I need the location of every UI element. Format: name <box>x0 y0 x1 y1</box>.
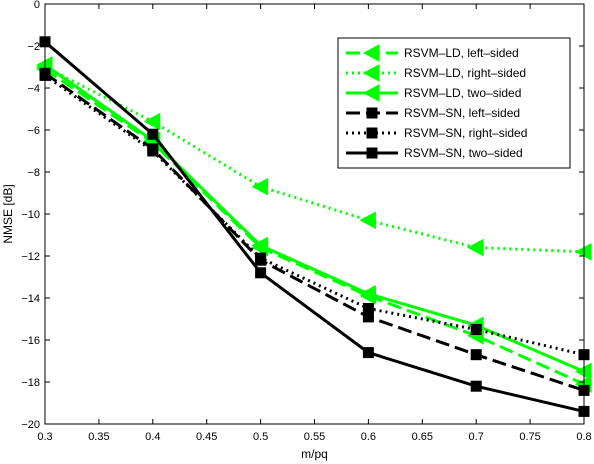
series-line <box>44 40 585 413</box>
ticks-layer: 0.3 0.35 0.4 0.45 0.5 0.55 0.6 0.65 0.7 0.75 0.8 0 −… <box>21 0 591 443</box>
legend-marker <box>362 84 380 102</box>
legend-label: RSVM–SN, two–sided <box>404 146 523 160</box>
legend-entry: RSVM–LD, two–sided <box>346 84 521 102</box>
data-point-marker <box>251 236 269 255</box>
y-tick-label: −14 <box>21 293 40 305</box>
data-point-marker <box>147 128 159 140</box>
legend: RSVM–LD, left–sided RSVM–LD, right–sided R… <box>337 37 571 169</box>
series-line <box>44 74 585 357</box>
legend-label: RSVM–LD, right–sided <box>404 66 526 80</box>
data-point-marker <box>362 303 374 314</box>
y-tick-label: −2 <box>27 41 40 53</box>
legend-label: RSVM–SN, left–sided <box>404 106 520 120</box>
x-tick-label: 0.3 <box>37 431 52 443</box>
data-point-marker <box>255 267 267 279</box>
data-point-marker <box>470 380 482 392</box>
y-tick-label: −4 <box>27 83 40 95</box>
legend-marker <box>362 44 380 62</box>
series-line <box>44 67 585 386</box>
y-tick-label: −8 <box>27 167 40 179</box>
x-tick-label: 0.35 <box>88 431 109 443</box>
legend-entry: RSVM–LD, right–sided <box>346 64 526 82</box>
legend-entry: RSVM–SN, left–sided <box>346 106 520 120</box>
data-point-marker <box>470 349 482 361</box>
legend-label: RSVM–LD, left–sided <box>404 46 519 60</box>
series-line <box>44 63 585 373</box>
legend-marker <box>366 147 378 159</box>
x-tick-label: 0.65 <box>412 431 433 443</box>
data-point-marker <box>255 252 267 264</box>
x-axis-label: m/pq <box>301 447 328 461</box>
legend-label: RSVM–LD, two–sided <box>404 86 521 100</box>
y-tick-label: 0 <box>34 0 40 11</box>
legend-marker <box>362 64 380 82</box>
x-tick-label: 0.8 <box>576 431 591 443</box>
legend-label: RSVM–SN, right–sided <box>404 126 527 140</box>
data-point-marker <box>467 238 484 257</box>
legend-marker <box>366 127 378 139</box>
data-point-marker <box>359 284 376 303</box>
y-tick-label: −16 <box>21 335 40 347</box>
x-tick-label: 0.4 <box>145 431 160 443</box>
x-tick-label: 0.6 <box>361 431 376 443</box>
data-point-marker <box>251 177 269 196</box>
y-tick-label: −18 <box>21 377 40 389</box>
data-point-marker <box>362 347 374 359</box>
legend-marker <box>366 107 378 119</box>
x-tick-label: 0.75 <box>519 431 540 443</box>
y-tick-label: −10 <box>21 209 40 221</box>
data-point-marker <box>147 145 159 157</box>
x-tick-label: 0.5 <box>253 431 268 443</box>
data-point-marker <box>143 112 161 131</box>
x-tick-label: 0.7 <box>469 431 484 443</box>
y-axis-label: NMSE [dB] <box>1 184 15 243</box>
x-tick-label: 0.55 <box>304 431 325 443</box>
series-line <box>44 72 585 392</box>
legend-entry: RSVM–SN, right–sided <box>346 126 527 140</box>
x-tick-label: 0.45 <box>196 431 217 443</box>
data-point-marker <box>359 211 376 230</box>
legend-entry: RSVM–SN, two–sided <box>346 146 523 160</box>
y-tick-label: −12 <box>21 251 40 263</box>
legend-entry: RSVM–LD, left–sided <box>346 44 519 62</box>
y-tick-label: −6 <box>27 125 40 137</box>
y-tick-label: −20 <box>21 419 40 431</box>
data-point-marker <box>470 324 482 335</box>
